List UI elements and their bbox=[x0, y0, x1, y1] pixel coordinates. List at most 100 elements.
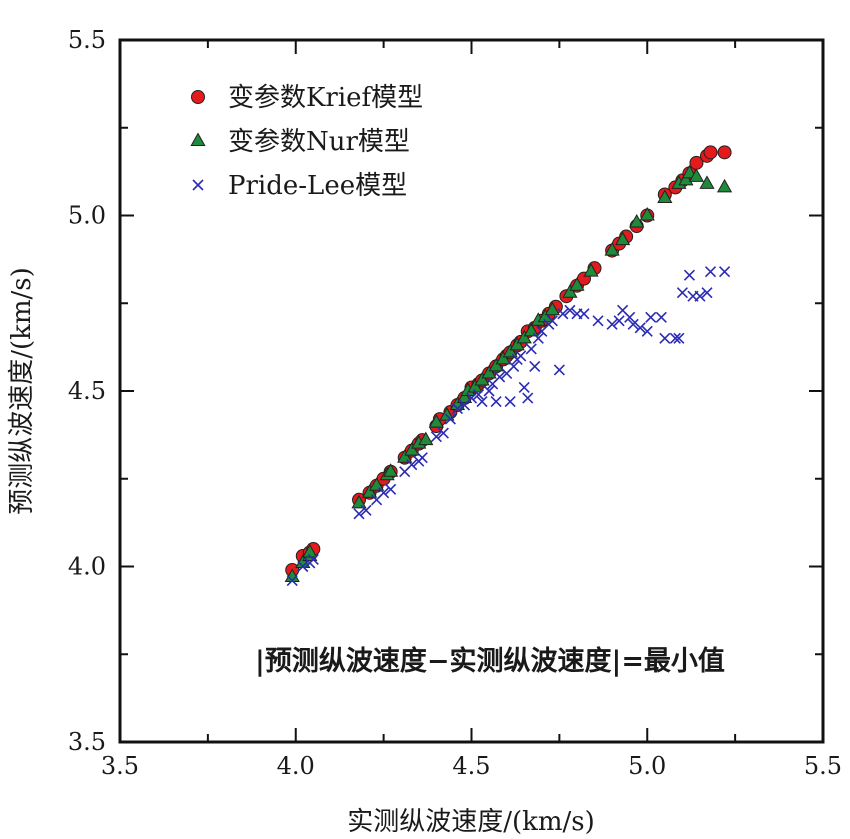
x-tick-label: 5.5 bbox=[804, 752, 842, 780]
data-point bbox=[404, 442, 420, 456]
x-tick-label: 5.0 bbox=[628, 752, 666, 780]
legend-marker bbox=[190, 132, 206, 146]
x-tick-label: 3.5 bbox=[101, 752, 139, 780]
data-point bbox=[508, 360, 520, 372]
data-point bbox=[522, 392, 534, 404]
data-point bbox=[529, 360, 541, 372]
data-point bbox=[361, 484, 378, 498]
data-point bbox=[444, 413, 456, 425]
data-point bbox=[525, 343, 537, 355]
data-point bbox=[716, 178, 733, 193]
data-point bbox=[546, 315, 558, 327]
data-point bbox=[502, 343, 518, 358]
legend-marker bbox=[192, 179, 204, 191]
data-point bbox=[523, 322, 539, 337]
data-point bbox=[699, 175, 715, 189]
data-point bbox=[307, 553, 319, 566]
series-2 bbox=[284, 164, 733, 583]
data-point bbox=[544, 301, 560, 316]
data-point bbox=[451, 402, 464, 415]
data-point bbox=[472, 388, 485, 401]
data-point bbox=[368, 477, 385, 491]
y-axis-label: 预测纵波速度/(km/s) bbox=[7, 267, 37, 515]
data-point bbox=[516, 329, 532, 344]
data-point bbox=[504, 395, 516, 408]
x-tick-label: 4.0 bbox=[277, 752, 315, 780]
data-point bbox=[683, 269, 695, 281]
data-point bbox=[641, 325, 653, 337]
data-point bbox=[627, 318, 639, 330]
series-3 bbox=[286, 266, 731, 587]
data-point bbox=[456, 389, 473, 404]
data-point bbox=[676, 287, 688, 299]
annotation-text: |预测纵波速度−实测纵波速度|=最小值 bbox=[255, 645, 725, 677]
data-point bbox=[615, 231, 631, 246]
data-point bbox=[659, 332, 671, 344]
data-point bbox=[673, 332, 685, 344]
data-point bbox=[416, 452, 428, 464]
data-point bbox=[488, 357, 504, 372]
legend-marker bbox=[191, 90, 205, 104]
data-point bbox=[474, 371, 490, 386]
data-point bbox=[645, 311, 657, 323]
data-point bbox=[557, 308, 569, 320]
data-point bbox=[629, 214, 645, 228]
data-point bbox=[509, 336, 525, 351]
x-axis-label: 实测纵波速度/(km/s) bbox=[347, 807, 595, 837]
data-point bbox=[688, 168, 705, 182]
legend-item: 变参数Krief模型 bbox=[191, 83, 423, 113]
data-point bbox=[694, 290, 706, 302]
data-point bbox=[297, 560, 309, 573]
data-point bbox=[490, 395, 502, 408]
plot-marks bbox=[284, 145, 733, 587]
data-point bbox=[465, 392, 478, 404]
data-point bbox=[604, 242, 620, 256]
data-point bbox=[634, 322, 646, 334]
legend-label: Pride-Lee模型 bbox=[228, 171, 407, 201]
data-point bbox=[439, 407, 455, 421]
data-point bbox=[564, 304, 576, 316]
data-point bbox=[592, 315, 604, 327]
data-point bbox=[286, 574, 298, 587]
data-point bbox=[385, 483, 397, 495]
data-point bbox=[562, 284, 578, 298]
data-point bbox=[717, 145, 732, 160]
data-point bbox=[428, 414, 444, 428]
y-tick-label: 4.5 bbox=[68, 377, 106, 405]
data-point bbox=[657, 189, 673, 203]
data-point bbox=[418, 431, 434, 446]
data-point bbox=[704, 266, 717, 278]
legend-item: Pride-Lee模型 bbox=[192, 171, 407, 201]
data-point bbox=[360, 504, 372, 516]
data-point bbox=[701, 287, 713, 299]
data-point bbox=[578, 308, 590, 320]
y-tick-label: 5.0 bbox=[68, 202, 106, 230]
data-point bbox=[353, 508, 365, 520]
data-point bbox=[669, 332, 681, 344]
data-point bbox=[624, 311, 636, 323]
y-tick-label: 4.0 bbox=[68, 553, 106, 581]
data-point bbox=[553, 364, 565, 376]
data-point bbox=[532, 332, 544, 344]
data-point bbox=[495, 350, 511, 365]
data-point bbox=[719, 266, 731, 278]
tick-labels: 3.5 4.0 4.5 5.0 5.5 3.5 4.0 4.5 5.0 5.5 bbox=[68, 26, 842, 780]
data-point bbox=[569, 277, 585, 291]
y-tick-label: 5.5 bbox=[68, 26, 106, 54]
data-point bbox=[639, 206, 655, 221]
data-point bbox=[351, 494, 367, 509]
data-point bbox=[483, 385, 495, 397]
data-point bbox=[518, 381, 530, 394]
x-tick-label: 4.5 bbox=[452, 752, 490, 780]
data-point bbox=[437, 427, 449, 439]
data-point bbox=[383, 463, 399, 477]
legend-label: 变参数Krief模型 bbox=[228, 83, 423, 113]
data-point bbox=[678, 171, 694, 186]
data-point bbox=[406, 459, 418, 471]
data-point bbox=[583, 263, 599, 277]
legend-item: 变参数Nur模型 bbox=[190, 127, 410, 157]
data-point bbox=[430, 431, 442, 443]
